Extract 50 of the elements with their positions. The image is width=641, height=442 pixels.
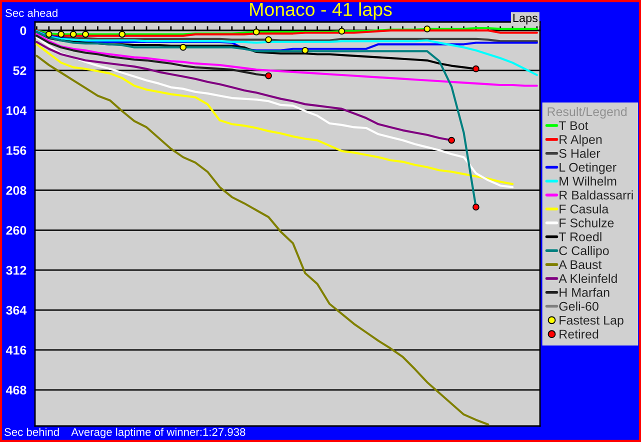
point xyxy=(448,136,455,144)
legend-label: C Callipo xyxy=(559,246,609,258)
legend-label: A Baust xyxy=(558,260,602,270)
point xyxy=(180,44,187,51)
y-tick-label: 468 xyxy=(6,386,26,395)
legend-label: T Bot xyxy=(558,121,588,130)
text: Average laptime of winner:1:27.938 xyxy=(71,428,246,438)
line-series xyxy=(36,54,490,426)
legend-label: R Baldassarri xyxy=(560,190,633,200)
line-series xyxy=(36,33,538,87)
point xyxy=(472,65,480,72)
y-tick-label: 208 xyxy=(6,186,26,195)
chart-title: Monaco - 41 laps xyxy=(250,2,392,20)
point xyxy=(118,30,126,38)
y-tick-label: 156 xyxy=(6,146,26,155)
y-tick-label: 52 xyxy=(13,66,26,76)
y-tick-label: 260 xyxy=(6,226,26,235)
point xyxy=(45,30,52,38)
line-series xyxy=(36,30,538,76)
point xyxy=(424,25,431,32)
y-tick-label: 312 xyxy=(6,266,26,275)
y-tick-label: 0 xyxy=(20,26,26,36)
point xyxy=(265,36,272,44)
y-tick-label: 104 xyxy=(6,106,27,115)
y-tick-label: 364 xyxy=(6,306,27,315)
point xyxy=(58,30,65,38)
legend-label: F Schulze xyxy=(560,218,614,228)
legend-label: Retired xyxy=(560,329,598,339)
y-tick-label: 416 xyxy=(6,346,26,355)
point xyxy=(252,28,260,36)
legend-label: Fastest Lap xyxy=(560,316,624,328)
point xyxy=(472,204,480,211)
legend-label: T Roedl xyxy=(558,232,602,242)
legend-title: Result/Legend xyxy=(548,106,627,119)
y-axis-title: Sec ahead xyxy=(6,8,58,17)
text: Sec behind xyxy=(4,428,59,436)
legend-label: R Alpen xyxy=(560,134,602,146)
legend-label: F Casula xyxy=(560,204,609,214)
point xyxy=(82,30,89,38)
point xyxy=(302,46,309,54)
legend-label: S Haler xyxy=(559,148,600,158)
legend-label: A Kleinfeld xyxy=(558,274,617,283)
point xyxy=(70,30,77,38)
point xyxy=(338,28,346,35)
point xyxy=(265,72,272,80)
legend-label: M Wilhelm xyxy=(560,176,616,186)
legend-label: Geli-60 xyxy=(559,302,598,311)
x-axis-title: Laps xyxy=(513,14,538,24)
legend-label: L Oetinger xyxy=(560,162,616,174)
legend-label: H Marfan xyxy=(560,288,610,297)
